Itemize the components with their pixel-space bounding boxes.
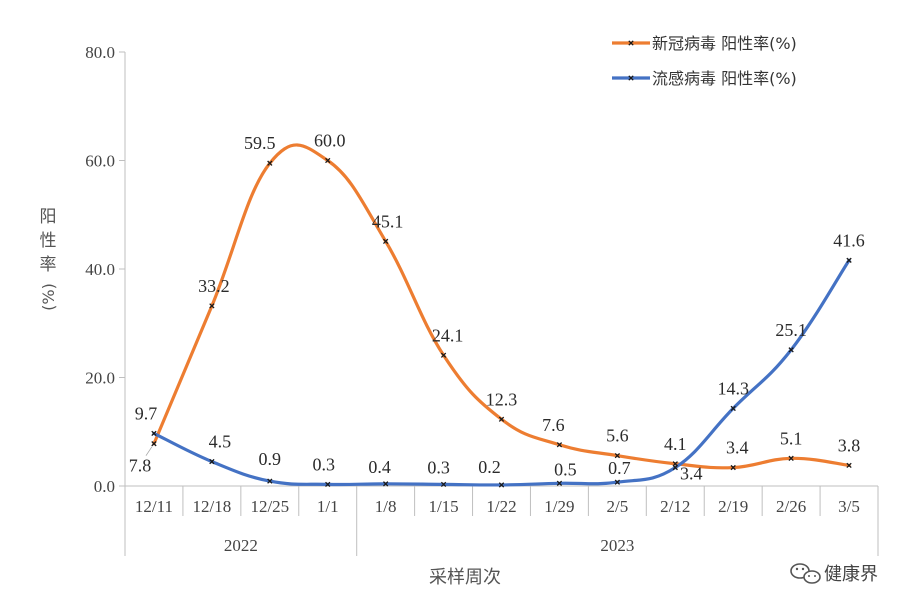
x-tick-label: 3/5 [838, 497, 860, 516]
covid-series-data-label: 33.2 [198, 276, 230, 296]
y-tick-label: 60.0 [85, 152, 115, 171]
covid-series-leader-line [145, 446, 153, 456]
flu-series-data-label: 41.6 [833, 230, 865, 250]
flu-series-data-label: 0.5 [554, 459, 577, 479]
covid-series-point [730, 464, 736, 471]
watermark-text: 健康界 [824, 564, 878, 585]
covid-series-point [382, 238, 389, 244]
flu-series-data-label: 0.2 [478, 457, 501, 477]
flu-series-data-label: 9.7 [135, 403, 158, 423]
year-group-label: 2022 [224, 536, 258, 555]
x-axis-title: 采样周次 [429, 567, 501, 588]
x-tick-label: 2/26 [776, 497, 806, 516]
covid-series-data-label: 3.4 [726, 438, 749, 458]
flu-series-legend-label: 流感病毒 阳性率(%) [652, 69, 797, 88]
flu-series-point [151, 430, 157, 437]
x-tick-label: 2/5 [606, 497, 628, 516]
x-tick-label: 2/19 [718, 497, 748, 516]
covid-series-data-label: 59.5 [244, 133, 276, 153]
flu-series-point [382, 481, 389, 487]
x-tick-label: 12/18 [193, 497, 232, 516]
flu-series-data-label: 4.5 [209, 432, 232, 452]
y-axis-title-unit: (%) [39, 283, 58, 311]
flu-series-data-label: 0.3 [312, 454, 335, 474]
covid-series-data-label: 5.6 [606, 426, 629, 446]
y-axis-title-char-3: 率 [40, 255, 57, 275]
flu-series-data-label: 14.3 [717, 378, 749, 398]
y-tick-label: 20.0 [85, 369, 115, 388]
y-axis-title-char-2: 性 [40, 231, 57, 251]
flu-series-legend-marker [628, 75, 634, 81]
covid-series-data-label: 4.1 [664, 434, 687, 454]
covid-series-point [267, 160, 273, 166]
x-tick-label: 12/11 [135, 497, 173, 516]
flu-series-point [209, 458, 215, 465]
flu-series-point [267, 478, 273, 484]
flu-series-point [325, 481, 331, 488]
covid-series-data-label: 7.6 [542, 415, 565, 435]
x-tick-label: 1/22 [486, 497, 516, 516]
covid-series-legend-marker [628, 40, 634, 46]
covid-series-data-label: 45.1 [372, 211, 404, 231]
covid-series-point [440, 352, 447, 358]
flu-series-data-label: 0.9 [259, 449, 282, 469]
covid-series-data-label: 3.8 [838, 435, 861, 455]
flu-series-point [556, 480, 563, 486]
covid-series-point [846, 462, 852, 469]
wechat-icon [790, 563, 821, 584]
y-tick-label: 40.0 [85, 260, 115, 279]
y-ticks: 0.0 20.0 40.0 60.0 80.0 [85, 43, 125, 496]
data-labels: 7.8 33.2 59.5 60.0 45.1 24.1 12.3 7.6 5.6 4.1 3.4 5… [129, 131, 865, 484]
x-tick-label: 1/29 [544, 497, 574, 516]
flu-series-point [730, 405, 736, 412]
watermark: 健康界 [790, 563, 878, 585]
covid-series-point [151, 441, 157, 447]
covid-series-point [556, 442, 563, 448]
covid-series-point [209, 303, 215, 309]
y-axis-title-char-1: 阳 [40, 207, 57, 227]
flu-series-point [788, 347, 794, 353]
covid-series-point [788, 455, 794, 461]
covid-series-data-label: 5.1 [780, 428, 803, 448]
year-groups: 2022 2023 [124, 516, 879, 556]
x-tick-label: 1/1 [317, 497, 339, 516]
covid-series-point [614, 452, 621, 459]
x-tick-label: 1/15 [428, 497, 458, 516]
legend: 新冠病毒 阳性率(%) 流感病毒 阳性率(%) [612, 34, 797, 88]
x-tick-label: 12/25 [250, 497, 289, 516]
covid-series-point [325, 157, 331, 164]
x-tick-label: 2/12 [660, 497, 690, 516]
series-lines [151, 143, 852, 488]
flu-series-data-label: 0.7 [608, 458, 631, 478]
covid-series-legend-label: 新冠病毒 阳性率(%) [652, 34, 797, 53]
flu-series-point [846, 257, 852, 263]
y-tick-label: 0.0 [94, 477, 115, 496]
x-tick-label: 1/8 [375, 497, 397, 516]
covid-series-line [152, 143, 851, 470]
flu-series-point [498, 482, 505, 488]
flu-series-data-label: 3.4 [680, 464, 703, 484]
covid-series-data-label: 60.0 [314, 131, 346, 151]
covid-series-data-label: 7.8 [129, 456, 152, 476]
flu-series-point [672, 464, 678, 471]
flu-series-point [440, 481, 447, 488]
flu-series-data-label: 25.1 [775, 320, 807, 340]
x-ticks: 12/11 12/18 12/25 1/1 1/8 1/15 1/22 1/29 2/5 2/12… [124, 486, 879, 516]
flu-series-data-label: 0.3 [427, 457, 450, 477]
flu-series-point [614, 479, 621, 485]
y-tick-label: 80.0 [85, 43, 115, 62]
year-group-label: 2023 [600, 536, 634, 555]
covid-series-data-label: 12.3 [486, 389, 518, 409]
flu-series-data-label: 0.4 [368, 457, 391, 477]
covid-series-point [498, 416, 505, 422]
y-axis-title: 阳 性 率 (%) [39, 207, 58, 311]
covid-series-data-label: 24.1 [432, 325, 464, 345]
